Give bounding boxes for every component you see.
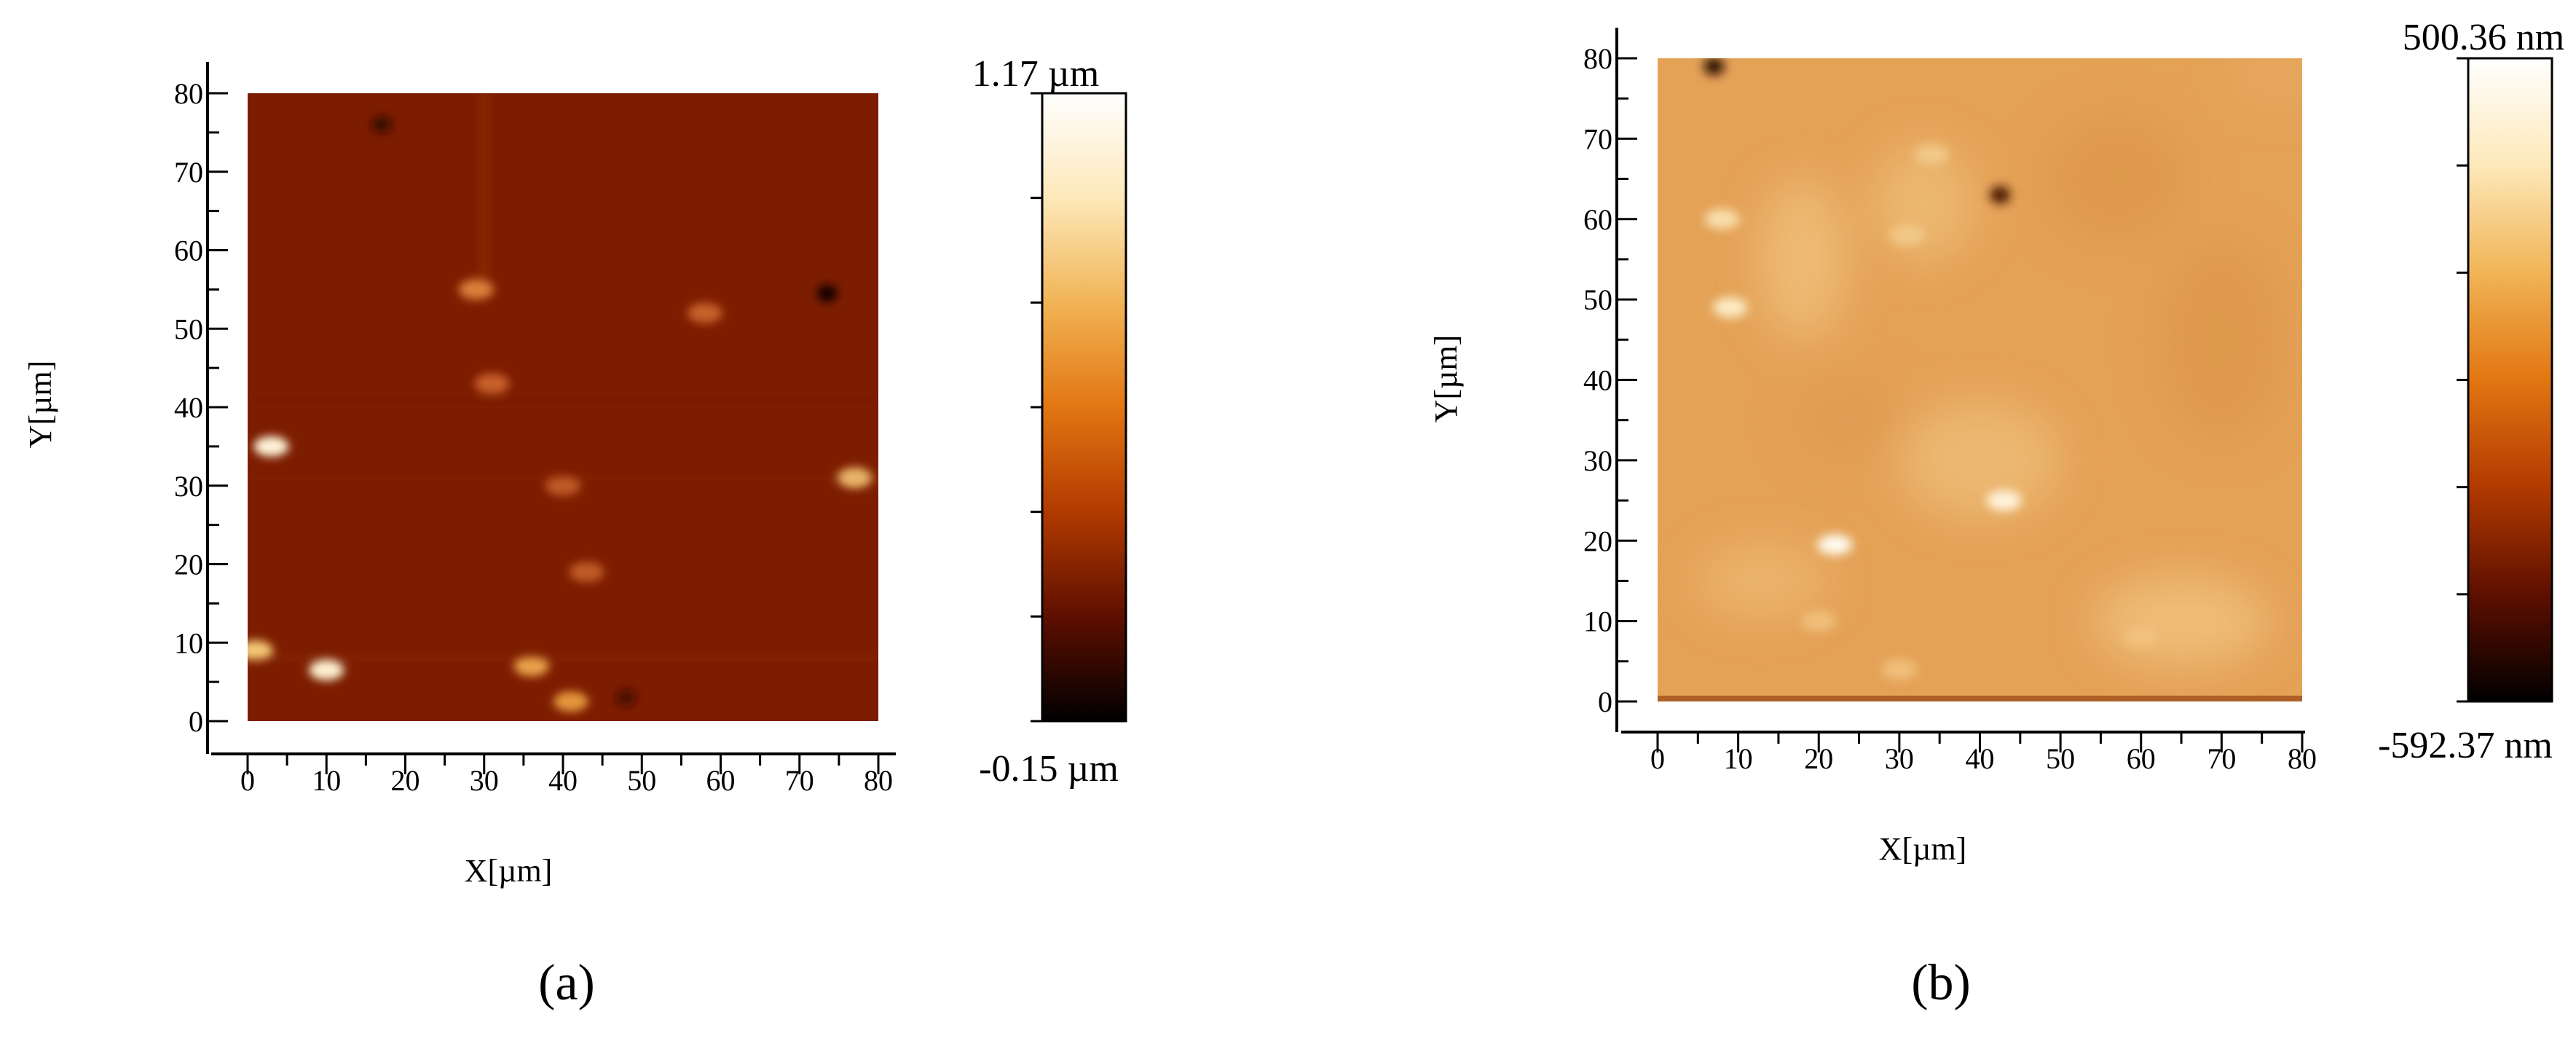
panel-b-y-tick-label: 80 [1583,42,1612,75]
panel-a-x-tick-label: 70 [785,764,814,797]
panel-b-y-tick-label: 60 [1583,203,1612,236]
panel-a-height-feature [458,279,494,300]
panel-a-x-axis: 0 10 20 30 40 50 60 70 80 [211,752,896,797]
panel-b-colorbar-gradient [2467,57,2553,703]
panel-a-colorbar-max-label: 1.17 µm [972,53,1099,95]
panel-a-scan-line [248,656,878,659]
panel-a-y-tick-label: 70 [174,156,203,189]
panel-b-height-feature [1914,144,1950,165]
panel-b-texture-patch [1899,401,2060,519]
panel-a-x-tick-label: 10 [312,764,341,797]
panel-a-colorbar-gradient [1041,92,1127,723]
panel-b-y-tick-label: 50 [1583,283,1612,316]
panel-b-height-feature [1801,610,1837,632]
panel-a-colorbar: 1.17 µm -0.15 µm [972,53,1127,790]
panel-b-texture-patch [1696,544,1828,618]
panel-b-y-tick-label: 30 [1583,444,1612,477]
panel-a-height-feature [309,659,344,680]
panel-b-y-tick-label: 20 [1583,524,1612,557]
panel-a-height-feature [687,302,722,323]
panel-a-y-tick-label: 10 [174,626,203,659]
panel-a-x-tick-label: 0 [240,764,255,797]
panel-b-x-axis-label: X[µm] [1879,831,1967,867]
panel-a-height-feature [248,640,273,661]
panel-b-x-tick-label: 10 [1724,742,1753,775]
panel-a-height-feature [816,284,838,302]
panel-a-x-tick-label: 80 [864,764,893,797]
panel-b-y-tick-label: 70 [1583,122,1612,155]
panel-a-label: (a) [538,955,595,1011]
panel-b-label: (b) [1911,955,1971,1011]
panel-b-texture-patch [2094,577,2269,665]
panel-a-scan-streak [481,93,487,283]
panel-b-height-feature [1889,224,1925,245]
panel-b-x-tick-label: 0 [1650,742,1665,775]
panel-a-height-feature [569,562,604,583]
panel-b-height-feature [1704,208,1740,229]
panel-b-colorbar-max-label: 500.36 nm [2403,17,2564,58]
panel-a-y-tick-label: 80 [174,77,203,110]
panel-a-y-axis-label: Y[µm] [23,361,58,449]
panel-b-y-tick-label: 40 [1583,364,1612,397]
panel-b-colorbar: 500.36 nm -592.37 nm [2378,17,2564,766]
panel-a-height-feature [371,116,393,134]
panel-b-y-axis-label: Y[µm] [1428,335,1464,423]
panel-b-texture-patch [2227,58,2302,104]
panel-b-x-tick-label: 80 [2288,742,2317,775]
panel-a-height-feature [474,373,510,394]
panel-a-y-tick-label: 20 [174,549,203,581]
panel-b-colorbar-min-label: -592.37 nm [2378,725,2553,766]
panel-b-x-tick-label: 70 [2207,742,2236,775]
panel-a-height-feature [513,656,549,677]
panel-b-height-feature [1986,490,2022,511]
panel-a-y-axis: 0 10 20 30 40 50 60 70 80 [174,62,228,754]
panel-a-colorbar-min-label: -0.15 µm [979,748,1119,790]
panel-b-y-axis: 0 10 20 30 40 50 60 70 80 [1583,28,1637,732]
panel-a-x-tick-label: 40 [548,764,578,797]
panel-a-y-tick-label: 50 [174,312,203,345]
panel-a-scan-line [248,398,878,401]
panel-b-height-feature [1703,58,1725,76]
panel-a-x-axis-label: X[µm] [465,853,553,889]
panel-a-x-tick-label: 60 [706,764,736,797]
panel-b-x-tick-label: 40 [1966,742,1995,775]
panel-b-texture-patch [1792,376,1910,464]
panel-a-height-feature [545,475,580,496]
panel-a-y-tick-label: 0 [189,705,203,738]
panel-a-y-tick-label: 60 [174,235,203,267]
panel-b-bottom-edge [1658,696,2302,701]
panel-b-image [1658,58,2302,701]
panel-a-height-feature [253,436,289,457]
panel-a-image [248,93,878,721]
panel-b-height-feature [1712,297,1748,318]
panel-a-y-tick-label: 30 [174,470,203,503]
panel-b-x-tick-label: 50 [2046,742,2075,775]
panel-a-image-base [248,93,878,721]
panel-a-x-tick-label: 50 [627,764,656,797]
panel-b-texture-patch [1759,178,1847,339]
panel-b-height-feature [1817,534,1853,555]
panel-b-x-tick-label: 60 [2127,742,2156,775]
panel-a-height-feature [615,688,637,707]
panel-b-height-feature [1990,186,2011,204]
panel-b-x-axis: 0 10 20 30 40 50 60 70 80 [1621,731,2317,775]
panel-b-texture-patch [2156,237,2288,442]
panel-b-texture-patch [2044,113,2190,245]
panel-b-x-tick-label: 20 [1804,742,1833,775]
panel-b-x-tick-label: 30 [1885,742,1914,775]
panel-b-height-feature [2123,626,2159,648]
panel-a-x-tick-label: 30 [470,764,499,797]
panel-b-y-tick-label: 10 [1583,605,1612,638]
panel-a-x-tick-label: 20 [391,764,420,797]
panel-a-y-tick-label: 40 [174,391,203,424]
panel-a: 0 10 20 30 40 50 60 70 80 0 10 20 30 40 50 60 70 80 X[µm… [23,53,1127,1011]
panel-b-y-tick-label: 0 [1598,685,1612,718]
panel-a-height-feature [553,691,588,712]
panel-a-scan-line [248,476,878,479]
panel-b: 0 10 20 30 40 50 60 70 80 0 10 20 30 40 50 60 70 80 X[µm… [1428,17,2564,1011]
panel-b-height-feature [1881,658,1917,680]
